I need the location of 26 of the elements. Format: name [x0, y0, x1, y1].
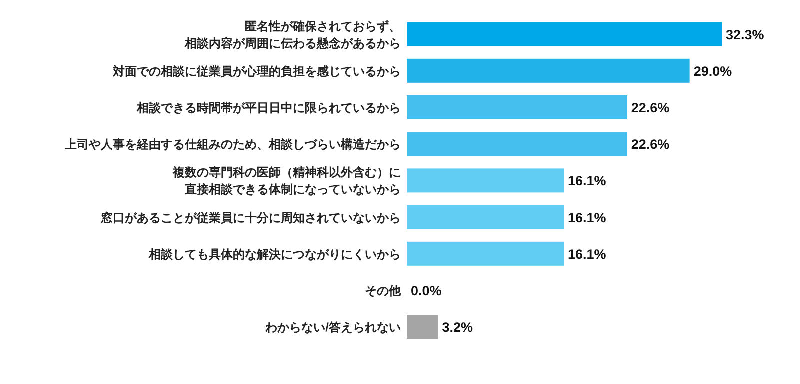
bar	[407, 96, 628, 120]
bar	[407, 315, 438, 340]
y-tick-label: 相談しても具体的な解決につながりにくいから	[148, 247, 401, 262]
bar	[407, 205, 564, 230]
data-label: 29.0%	[694, 64, 732, 79]
bar	[407, 22, 722, 46]
y-tick-label: 複数の専門科の医師（精神科以外含む）に直接相談できる体制になっていないから	[172, 166, 401, 197]
bar	[407, 58, 690, 83]
bar	[407, 168, 564, 193]
y-tick-label: 相談できる時間帯が平日日中に限られているから	[136, 101, 401, 115]
data-label: 16.1%	[568, 210, 606, 226]
y-tick-label: 匿名性が確保されておらず、相談内容が周囲に伝わる懸念があるから	[184, 19, 401, 50]
y-tick-label: その他	[365, 284, 402, 298]
data-label: 32.3%	[726, 27, 764, 42]
data-label: 16.1%	[568, 174, 606, 189]
y-tick-label: 対面での相談に従業員が心理的負担を感じているから	[112, 64, 401, 78]
data-label: 0.0%	[411, 284, 442, 298]
data-label: 3.2%	[442, 320, 473, 336]
data-label: 22.6%	[631, 137, 670, 152]
data-label: 22.6%	[631, 100, 670, 116]
data-label: 16.1%	[568, 246, 606, 262]
y-tick-label: 上司や人事を経由する仕組みのため、相談しづらい構造だから	[64, 138, 401, 152]
bar	[407, 242, 564, 266]
bar	[407, 132, 628, 156]
y-tick-label: 窓口があることが従業員に十分に周知されていないから	[101, 210, 401, 225]
y-tick-label: わからない/答えられない	[264, 320, 401, 335]
